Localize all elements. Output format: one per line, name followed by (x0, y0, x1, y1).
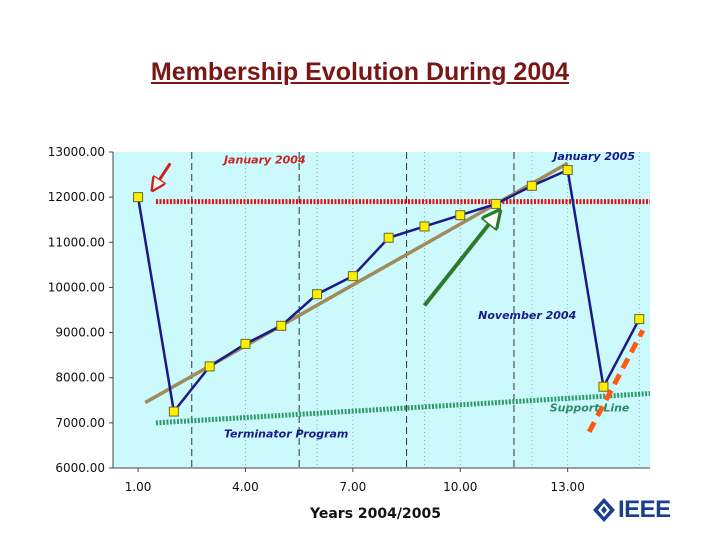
ieee-diamond-icon (593, 498, 615, 522)
y-tick-label: 9000.00 (55, 326, 105, 340)
breakout-line (586, 329, 646, 434)
y-tick-label: 10000.00 (48, 280, 105, 294)
data-point (491, 198, 502, 209)
page-title: Membership Evolution During 2004 (150, 58, 570, 86)
data-point (312, 289, 323, 300)
annotation-label: Terminator Program (224, 427, 348, 440)
support-line (155, 391, 651, 426)
data-point (240, 338, 251, 349)
x-tick-label: 4.00 (232, 480, 259, 494)
data-point (634, 314, 645, 325)
y-tick-label: 7000.00 (55, 416, 105, 430)
data-point (133, 192, 144, 203)
data-point (204, 361, 215, 372)
data-point (455, 210, 466, 221)
data-point (347, 271, 358, 282)
annotation-label: November 2004 (478, 309, 576, 322)
annotation-arrow-1 (422, 211, 499, 307)
x-tick-label: 1.00 (125, 480, 152, 494)
ieee-logo: IEEE (592, 496, 682, 526)
x-tick-label: 7.00 (340, 480, 367, 494)
annotation-label: January 2004 (222, 153, 306, 166)
data-point (526, 180, 537, 191)
annotation-label: Support Line (550, 402, 630, 415)
annotation-label: January 2005 (551, 150, 635, 163)
y-tick-label: 6000.00 (55, 461, 105, 475)
y-tick-label: 13000.00 (48, 145, 105, 159)
ieee-logo-text: IEEE (618, 496, 671, 523)
data-point (168, 406, 179, 417)
y-tick-label: 11000.00 (48, 235, 105, 249)
plot-area (113, 152, 650, 468)
x-tick-label: 13.00 (550, 480, 584, 494)
y-tick-label: 8000.00 (55, 371, 105, 385)
data-point (562, 165, 573, 176)
x-axis-label: Years 2004/2005 (309, 506, 441, 522)
data-point (383, 232, 394, 243)
annotation-arrow-0 (152, 162, 172, 190)
data-point (598, 381, 609, 392)
data-point (276, 320, 287, 331)
data-point (419, 221, 430, 232)
x-tick-label: 10.00 (443, 480, 477, 494)
y-tick-label: 12000.00 (48, 190, 105, 204)
